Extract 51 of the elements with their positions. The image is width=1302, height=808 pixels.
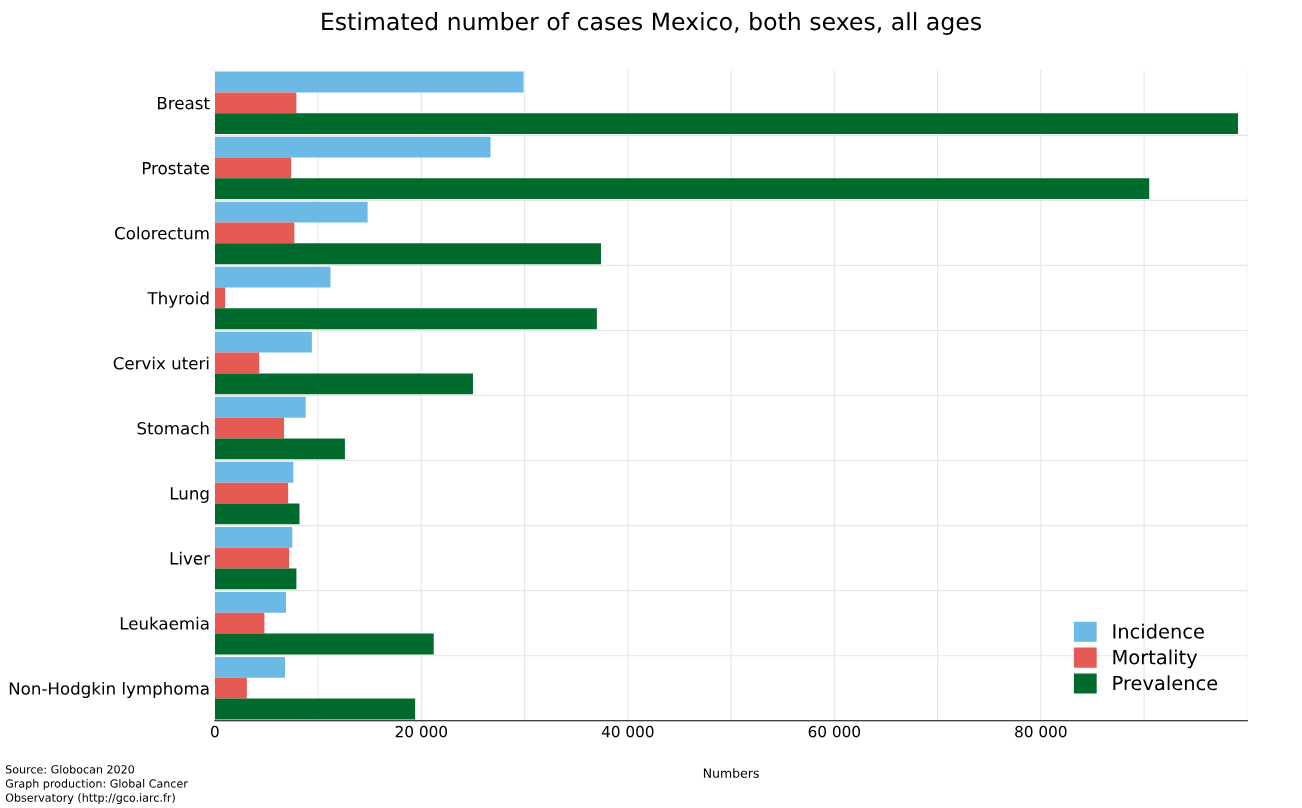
- y-tick-label: Stomach: [137, 421, 209, 435]
- bar: [214, 417, 285, 439]
- bar: [214, 266, 331, 288]
- y-tick-label: Prostate: [142, 162, 210, 175]
- bar: [214, 526, 293, 548]
- y-tick-label: Breast: [158, 97, 210, 110]
- bar: [214, 396, 306, 418]
- bar: [214, 113, 1239, 135]
- source-note: Source: Globocan 2020 Graph production: Global Cancer Observatory (http://gco.iarc.fr): [5, 764, 188, 804]
- y-tick-label: Lung: [170, 487, 209, 503]
- y-tick-label: Leukaemia: [120, 616, 209, 630]
- bar: [214, 92, 297, 114]
- bar: [214, 503, 300, 525]
- y-tick-label: Cervix uteri: [113, 356, 209, 370]
- x-tick-label: 40 000: [601, 725, 654, 738]
- bar: [214, 482, 289, 504]
- x-axis-title: Numbers: [703, 768, 759, 778]
- legend-label: Mortality: [1113, 649, 1198, 669]
- bar: [214, 178, 1150, 200]
- chart-title: Estimated number of cases Mexico, both sexes, all ages: [322, 12, 981, 35]
- bar: [214, 677, 247, 699]
- bar: [214, 591, 287, 613]
- y-tick-label: Thyroid: [147, 291, 209, 308]
- x-tick-label: 20 000: [395, 725, 448, 738]
- bar: [214, 136, 491, 158]
- bar: [214, 71, 524, 93]
- bar: [214, 331, 312, 353]
- bar: [214, 157, 292, 179]
- bar: [214, 222, 295, 244]
- bar: [214, 568, 297, 590]
- y-tick-label: Colorectum: [115, 226, 209, 240]
- x-tick-label: 60 000: [808, 725, 861, 738]
- bar: [214, 461, 294, 483]
- bar: [214, 287, 226, 309]
- bar: [214, 201, 368, 223]
- x-tick-label: 0: [210, 725, 219, 738]
- legend-label: Prevalence: [1113, 675, 1218, 691]
- bar: [214, 656, 286, 678]
- legend-label: Incidence: [1113, 623, 1204, 639]
- bar: [214, 352, 260, 374]
- bar: [214, 438, 345, 460]
- bar: [214, 612, 265, 634]
- bar: [214, 698, 416, 720]
- x-tick-label: 80 000: [1015, 725, 1067, 738]
- bar: [214, 547, 290, 569]
- bar: [214, 243, 601, 265]
- y-tick-label: Liver: [170, 551, 210, 565]
- bar: [214, 308, 597, 330]
- bar: [214, 633, 434, 655]
- y-tick-label: Non-Hodgkin lymphoma: [9, 681, 209, 699]
- bar: [214, 373, 473, 395]
